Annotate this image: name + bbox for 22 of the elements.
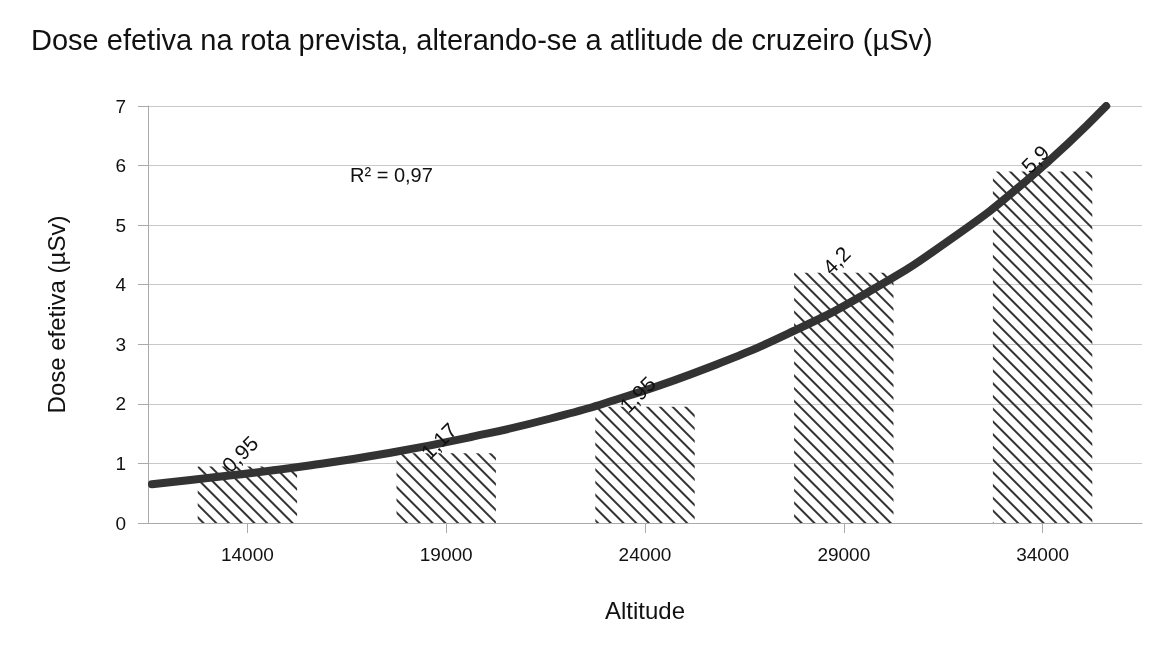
y-tick-label: 6 xyxy=(115,155,126,177)
bar xyxy=(794,272,894,523)
data-label: 4,2 xyxy=(817,241,855,279)
y-tick-label: 3 xyxy=(115,333,126,355)
bar xyxy=(992,171,1093,523)
y-tick-label: 4 xyxy=(115,274,127,296)
y-tick-label: 1 xyxy=(115,452,126,474)
x-axis-title: Altitude xyxy=(604,596,686,624)
data-label: 5,9 xyxy=(1016,140,1054,178)
y-tick-label: 0 xyxy=(115,512,126,534)
x-tick-label: 19000 xyxy=(419,544,473,565)
y-tick-label: 5 xyxy=(115,214,126,236)
x-tick-label: 24000 xyxy=(618,544,672,565)
x-tick-label: 14000 xyxy=(220,544,274,565)
annotation: R² = 0,97 xyxy=(350,164,433,186)
x-tick-label: 34000 xyxy=(1016,544,1070,565)
y-tick-label: 7 xyxy=(115,95,126,117)
y-tick-label: 2 xyxy=(115,393,126,415)
data-label: 0,95 xyxy=(217,431,263,477)
y-axis-title: Dose efetiva (µSv) xyxy=(42,215,70,414)
chart-title: Dose efetiva na rota prevista, alterando-se a atlitude de cruzeiro (µSv) xyxy=(31,23,933,56)
x-tick-label: 29000 xyxy=(817,544,871,565)
